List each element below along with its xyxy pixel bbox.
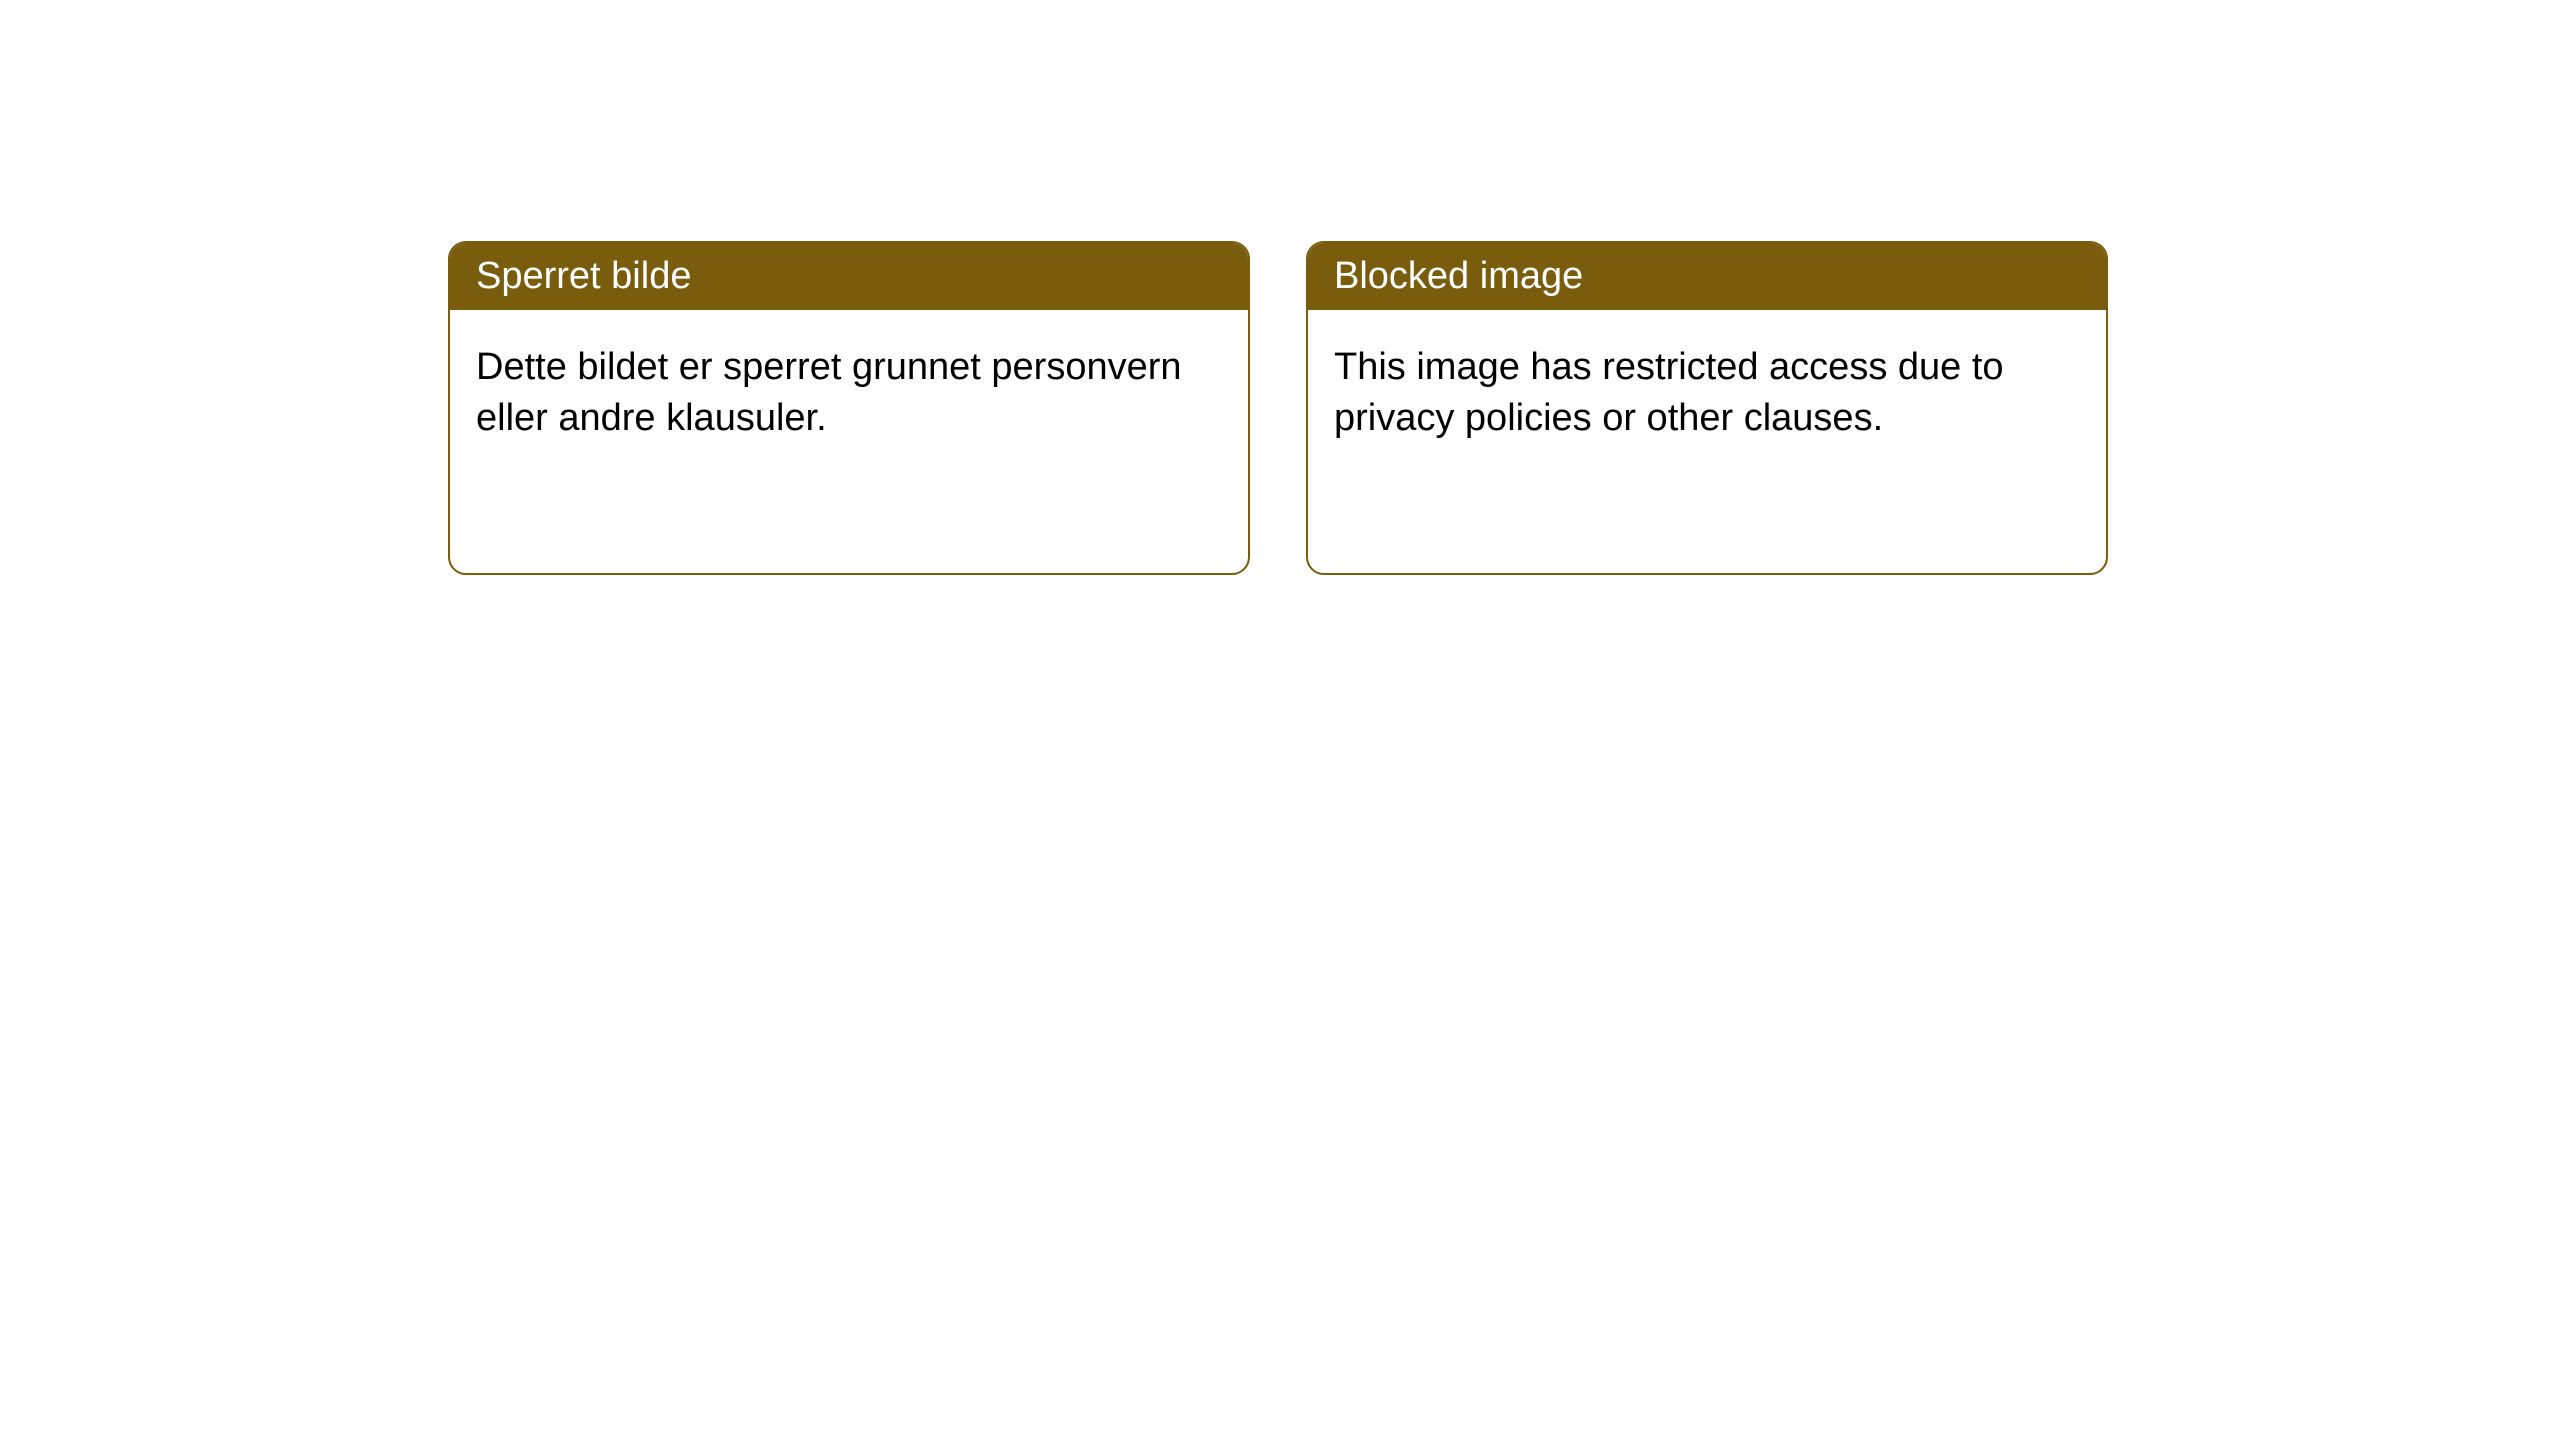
cards-container: Sperret bilde Dette bildet er sperret gr…: [0, 0, 2560, 575]
card-norwegian: Sperret bilde Dette bildet er sperret gr…: [448, 241, 1250, 575]
card-header-english: Blocked image: [1308, 243, 2106, 310]
card-english: Blocked image This image has restricted …: [1306, 241, 2108, 575]
card-body-norwegian: Dette bildet er sperret grunnet personve…: [450, 310, 1248, 477]
card-header-norwegian: Sperret bilde: [450, 243, 1248, 310]
card-body-english: This image has restricted access due to …: [1308, 310, 2106, 477]
